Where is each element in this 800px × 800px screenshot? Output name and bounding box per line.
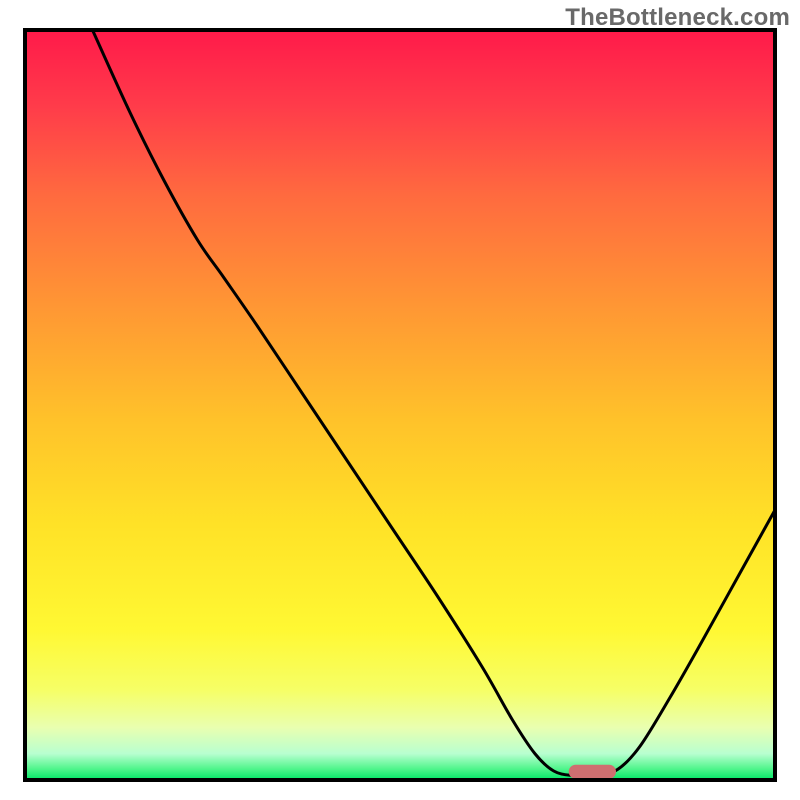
chart-root: { "watermark": { "text": "TheBottleneck.… (0, 0, 800, 800)
gradient-background (25, 30, 775, 780)
plot-area (25, 30, 775, 780)
watermark-text: TheBottleneck.com (565, 4, 790, 32)
bottleneck-chart (0, 0, 800, 800)
optimal-marker (569, 765, 616, 779)
